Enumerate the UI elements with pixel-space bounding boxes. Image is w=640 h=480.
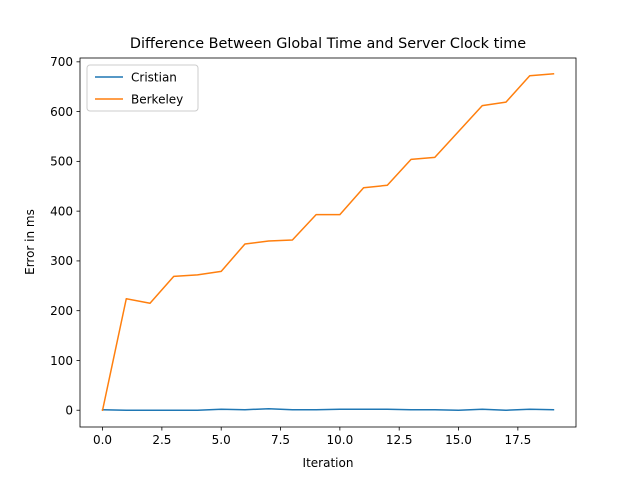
x-tick-label: 15.0 <box>445 433 472 447</box>
y-tick-label: 200 <box>50 304 73 318</box>
x-tick-label: 2.5 <box>152 433 171 447</box>
chart-title: Difference Between Global Time and Serve… <box>130 36 526 52</box>
series-line-cristian <box>101 407 555 411</box>
y-axis-label: Error in ms <box>23 209 37 275</box>
x-tick-label: 10.0 <box>327 433 354 447</box>
series-line-berkeley <box>101 72 555 412</box>
y-tick-label: 700 <box>50 55 73 69</box>
x-axis-label: Iteration <box>303 456 354 470</box>
y-tick-label: 500 <box>50 155 73 169</box>
plot-area: 0.0 2.5 5.0 7.5 10.0 12.5 15.0 17.5 0 100 200 300 40… <box>50 55 577 447</box>
x-tick-label: 0.0 <box>93 433 112 447</box>
x-tick-label: 7.5 <box>271 433 290 447</box>
y-tick-label: 300 <box>50 254 73 268</box>
x-tick-label: 5.0 <box>212 433 231 447</box>
x-tick-label: 17.5 <box>504 433 531 447</box>
axes-frame <box>79 57 577 428</box>
x-tick-label: 12.5 <box>386 433 413 447</box>
y-tick-label: 400 <box>50 204 73 218</box>
y-tick-label: 100 <box>50 354 73 368</box>
y-tick-label: 0 <box>65 404 73 418</box>
legend-label-berkeley: Berkeley <box>131 92 183 106</box>
y-tick-label: 600 <box>50 105 73 119</box>
legend-label-cristian: Cristian <box>131 70 177 84</box>
